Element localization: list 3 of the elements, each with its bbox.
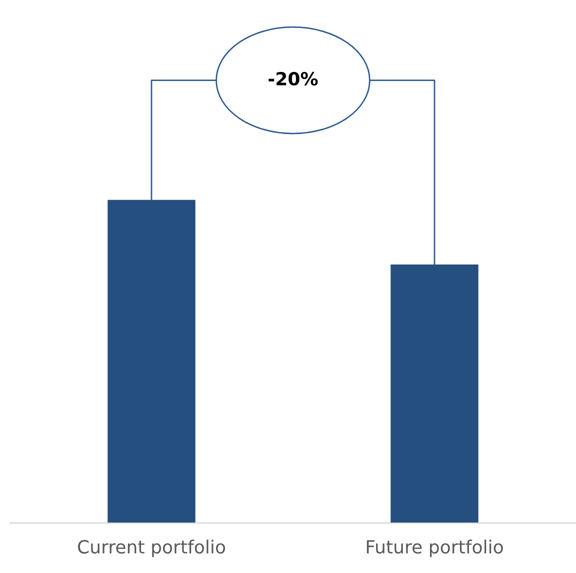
- text: -20%: [268, 72, 318, 86]
- x-tick-label: Current portfolio: [78, 540, 226, 558]
- x-tick-label: Future portfolio: [366, 540, 503, 558]
